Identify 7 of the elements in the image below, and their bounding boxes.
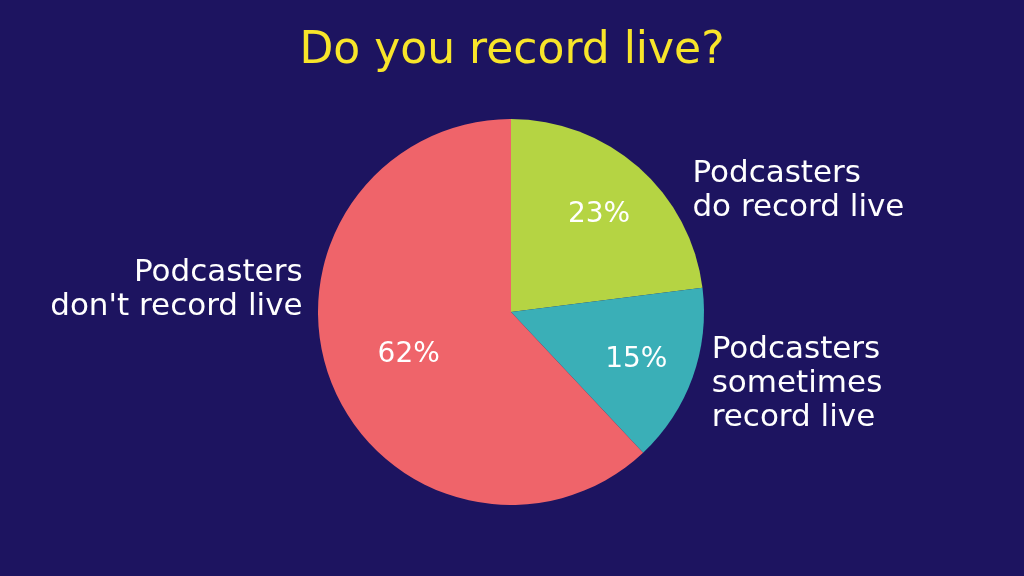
data-label: 23%: [567, 195, 631, 229]
slice-label: Podcasters sometimes record live: [711, 329, 883, 434]
data-label: 62%: [377, 336, 440, 369]
data-label: 15%: [605, 340, 668, 374]
slice-label: Podcasters do record live: [692, 153, 905, 224]
slice-label: Podcasters don't record live: [50, 251, 303, 322]
chart-title: Do you record live?: [299, 21, 725, 73]
